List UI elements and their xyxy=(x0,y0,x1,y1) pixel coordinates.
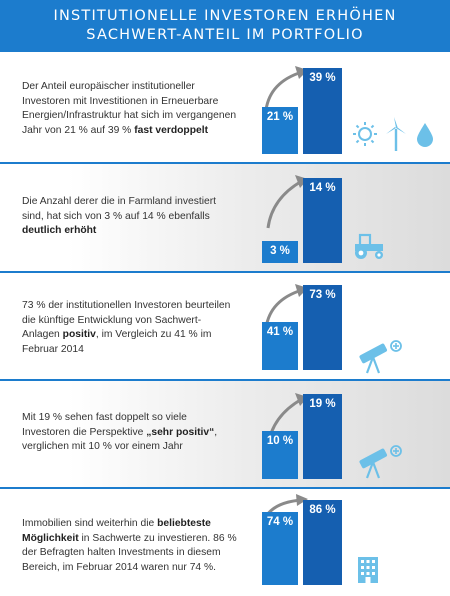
telescope-plus-icon xyxy=(359,445,402,479)
panel-real-estate-text-part: Immobilien sind weiterhin die xyxy=(22,518,158,529)
bar-value-label: 41 % xyxy=(266,326,294,338)
panel-positive-outlook-text-part: 73 % der institutionellen Investoren beu… xyxy=(22,300,231,340)
bar-current: 14 % xyxy=(303,178,342,263)
panel-farmland xyxy=(0,164,450,271)
bar-value-label: 39 % xyxy=(309,72,336,84)
panel-real-estate-text-emphasis: beliebteste Möglichkeit xyxy=(22,518,211,544)
bar-previous: 41 % xyxy=(262,322,298,370)
bar-value-label: 73 % xyxy=(309,289,336,301)
panel-positive-outlook-text-part: , im Vergleich zu 41 % im Februar 2014 xyxy=(22,329,212,355)
header-banner: INSTITUTIONELLE INVESTOREN ERHÖHEN SACHW… xyxy=(0,0,450,52)
wind-turbine-icon xyxy=(386,117,406,151)
bar-value-label: 19 % xyxy=(309,398,336,410)
sun-icon xyxy=(353,122,377,146)
bar-previous: 21 % xyxy=(262,107,298,154)
panel-very-positive-text-part: , verglichen mit 10 % vor einem Jahr xyxy=(22,426,218,453)
bar-value-label: 74 % xyxy=(266,516,294,528)
header-title-line2: SACHWERT-ANTEIL IM PORTFOLIO xyxy=(86,27,364,43)
bar-value-label: 3 % xyxy=(270,245,290,257)
panel-real-estate-text-part: in Sachwerte zu investieren. 86 % der Be… xyxy=(22,532,237,573)
panel-divider xyxy=(0,487,450,489)
panel-farmland-text-part: Die Anzahl derer die in Farmland investi… xyxy=(22,196,217,222)
bar-current: 39 % xyxy=(303,68,342,154)
panel-very-positive-text: Mit 19 % sehen fast doppelt so viele Inv… xyxy=(22,411,237,455)
panel-positive-outlook-text-emphasis: positiv xyxy=(62,329,96,340)
bar-value-label: 14 % xyxy=(309,182,336,194)
bar-current: 86 % xyxy=(303,500,342,585)
bar-value-label: 10 % xyxy=(266,435,294,447)
bar-previous: 10 % xyxy=(262,431,298,479)
panel-very-positive-text-emphasis: „sehr positiv“ xyxy=(146,426,215,438)
panel-renewables-text-emphasis: fast verdoppelt xyxy=(134,124,209,136)
panel-renewables-text: Der Anteil europäischer institutioneller… xyxy=(22,80,237,138)
bar-value-label: 21 % xyxy=(266,111,294,123)
bar-current: 73 % xyxy=(303,285,342,370)
panel-very-positive-text-part: Mit 19 % sehen fast doppelt so viele Inv… xyxy=(22,412,187,438)
bar-current: 19 % xyxy=(303,394,342,479)
header-title-line1: INSTITUTIONELLE INVESTOREN ERHÖHEN xyxy=(53,8,397,24)
water-drop-icon xyxy=(417,123,433,147)
tractor-icon xyxy=(355,233,383,259)
building-icon xyxy=(358,557,378,583)
panel-divider xyxy=(0,162,450,164)
bar-previous: 3 % xyxy=(262,241,298,263)
panel-divider xyxy=(0,271,450,273)
panel-renewables-text-part: Der Anteil europäischer institutioneller… xyxy=(22,81,237,136)
panel-divider xyxy=(0,379,450,381)
panel-real-estate-text: Immobilien sind weiterhin die beliebtest… xyxy=(22,517,237,575)
panel-renewables xyxy=(0,52,450,162)
panel-farmland-text: Die Anzahl derer die in Farmland investi… xyxy=(22,195,237,239)
panel-positive-outlook-text: 73 % der institutionellen Investoren beu… xyxy=(22,299,237,357)
telescope-plus-icon xyxy=(359,340,402,374)
panel-farmland-text-emphasis: deutlich erhöht xyxy=(22,225,97,236)
bar-value-label: 86 % xyxy=(309,504,336,516)
bar-previous: 74 % xyxy=(262,512,298,585)
